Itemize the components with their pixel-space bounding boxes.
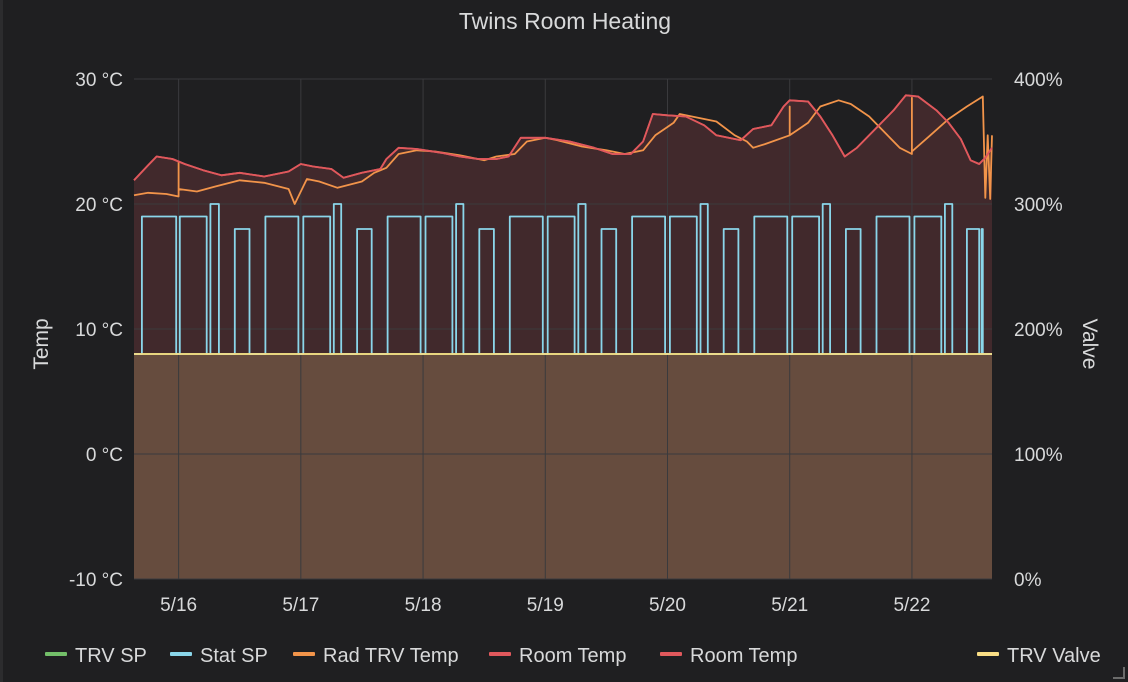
y-right-tick-label: 100% bbox=[1014, 445, 1063, 466]
legend-item-room-temp[interactable]: Room Temp bbox=[660, 645, 797, 667]
y-axis-left-label: Temp bbox=[30, 318, 53, 369]
x-tick-label: 5/16 bbox=[160, 595, 197, 616]
y-left-tick-label: 10 °C bbox=[75, 320, 123, 341]
x-tick-label: 5/19 bbox=[527, 595, 564, 616]
x-ticks: 5/16 5/17 5/18 5/19 5/20 5/21 5/22 bbox=[160, 595, 930, 616]
legend-item-stat-sp[interactable]: Stat SP bbox=[170, 645, 268, 667]
stat-sp-line bbox=[134, 203, 992, 355]
legend-item-trv-valve[interactable]: TRV Valve bbox=[977, 645, 1101, 667]
y-right-tick-label: 0% bbox=[1014, 570, 1042, 591]
y-left-ticks: 30 °C 20 °C 10 °C 0 °C -10 °C bbox=[69, 70, 123, 591]
x-tick-label: 5/17 bbox=[282, 595, 319, 616]
legend-swatch bbox=[977, 652, 999, 656]
x-tick-label: 5/22 bbox=[893, 595, 930, 616]
y-left-tick-label: 20 °C bbox=[75, 195, 123, 216]
series-lines bbox=[133, 94, 993, 355]
rad-trv-temp-line bbox=[133, 95, 993, 205]
y-right-tick-label: 200% bbox=[1014, 320, 1063, 341]
legend-item-room-temp[interactable]: Room Temp bbox=[489, 645, 626, 667]
y-left-tick-label: 0 °C bbox=[86, 445, 123, 466]
legend-label: TRV Valve bbox=[1007, 645, 1101, 667]
y-right-ticks: 400% 300% 200% 100% 0% bbox=[1014, 70, 1063, 591]
y-right-tick-label: 400% bbox=[1014, 70, 1063, 91]
legend-item-trv-sp[interactable]: TRV SP bbox=[45, 645, 147, 667]
legend-swatch bbox=[489, 652, 511, 656]
y-axis-right-label: Valve bbox=[1078, 319, 1101, 370]
legend-swatch bbox=[293, 652, 315, 656]
room-temp-line bbox=[133, 94, 993, 181]
legend-label: Room Temp bbox=[519, 645, 626, 667]
y-right-tick-label: 300% bbox=[1014, 195, 1063, 216]
legend-label: Room Temp bbox=[690, 645, 797, 667]
chart-title: Twins Room Heating bbox=[459, 8, 671, 34]
legend: TRV SP Stat SP Rad TRV Temp Room Temp Room T… bbox=[45, 645, 1101, 667]
grid-lines bbox=[134, 78, 992, 580]
y-left-tick-label: 30 °C bbox=[75, 70, 123, 91]
area-fills bbox=[134, 95, 992, 580]
legend-label: Rad TRV Temp bbox=[323, 645, 459, 667]
legend-label: Stat SP bbox=[200, 645, 268, 667]
legend-swatch bbox=[45, 652, 67, 656]
x-tick-label: 5/21 bbox=[771, 595, 808, 616]
trv-valve-area bbox=[134, 354, 992, 579]
legend-label: TRV SP bbox=[75, 645, 147, 667]
panel-edge bbox=[0, 0, 3, 682]
resize-handle[interactable] bbox=[1113, 667, 1125, 679]
x-tick-label: 5/20 bbox=[649, 595, 686, 616]
legend-item-rad-trv-temp[interactable]: Rad TRV Temp bbox=[293, 645, 459, 667]
y-left-tick-label: -10 °C bbox=[69, 570, 123, 591]
x-tick-label: 5/18 bbox=[405, 595, 442, 616]
legend-swatch bbox=[660, 652, 682, 656]
legend-swatch bbox=[170, 652, 192, 656]
